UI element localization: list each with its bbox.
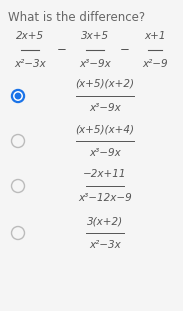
Text: 3(x+2): 3(x+2)	[87, 216, 123, 226]
Text: 3x+5: 3x+5	[81, 31, 109, 41]
Text: −2x+11: −2x+11	[83, 169, 127, 179]
Text: (x+5)(x+2): (x+5)(x+2)	[76, 79, 135, 89]
Text: x²−9: x²−9	[142, 59, 168, 69]
Circle shape	[14, 92, 22, 100]
Text: x³−9x: x³−9x	[89, 103, 121, 113]
Text: (x+5)(x+4): (x+5)(x+4)	[76, 124, 135, 134]
Text: −: −	[120, 43, 130, 56]
Circle shape	[12, 90, 25, 103]
Text: x²−3x: x²−3x	[14, 59, 46, 69]
Circle shape	[15, 93, 21, 99]
Text: −: −	[57, 43, 67, 56]
Text: x³−9x: x³−9x	[79, 59, 111, 69]
Text: x³−9x: x³−9x	[89, 148, 121, 158]
Text: What is the difference?: What is the difference?	[8, 11, 145, 24]
Text: x+1: x+1	[144, 31, 166, 41]
Text: 2x+5: 2x+5	[16, 31, 44, 41]
Text: x²−3x: x²−3x	[89, 240, 121, 250]
Text: x³−12x−9: x³−12x−9	[78, 193, 132, 203]
